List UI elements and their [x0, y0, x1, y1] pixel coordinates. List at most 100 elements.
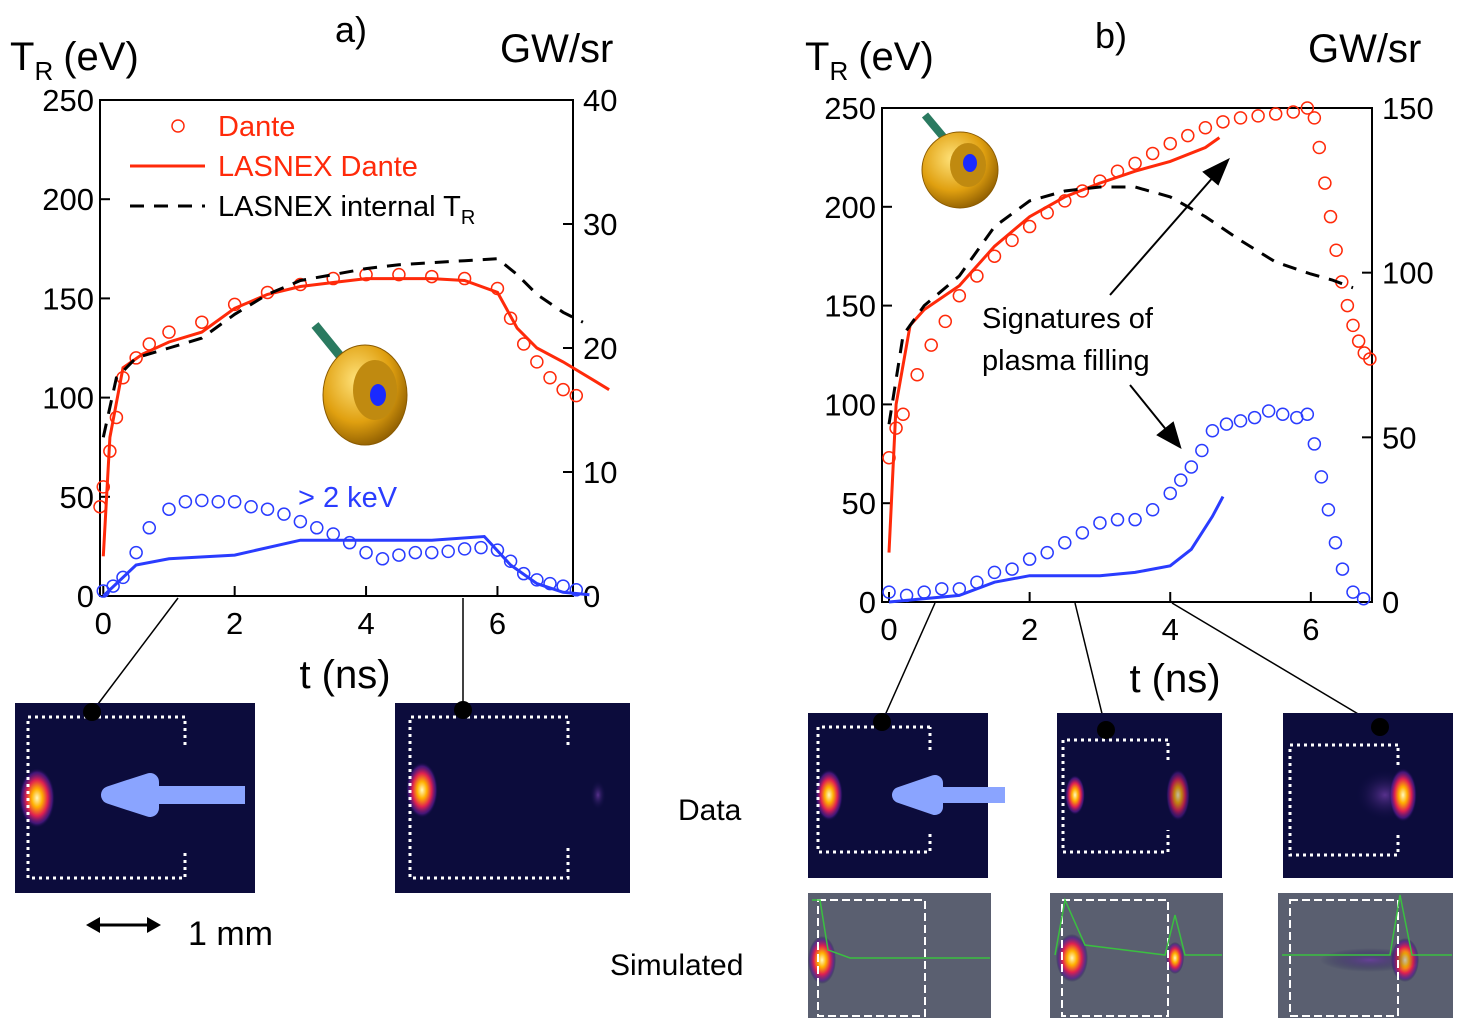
data-point: [490, 543, 505, 557]
data-point: [503, 554, 518, 569]
data-point: [910, 368, 924, 382]
data-point: [326, 271, 340, 286]
data-point: [1145, 146, 1160, 161]
hohlraum-icon: [311, 322, 408, 446]
y2-axis-title: GW/sr: [1308, 27, 1421, 71]
image-a2: [395, 701, 630, 893]
y-axis-title-sub: R: [829, 56, 848, 86]
data-point: [1184, 460, 1199, 474]
data-point: [970, 269, 984, 283]
data-point: [1145, 503, 1160, 517]
data-point: [503, 311, 518, 325]
data-point: [1128, 512, 1142, 527]
data-point: [425, 269, 439, 284]
data-point: [1275, 407, 1290, 422]
y-tick-label: 250: [42, 83, 94, 118]
data-point: [1022, 219, 1037, 234]
chart-title: a): [335, 9, 367, 50]
data-point: [1219, 417, 1234, 431]
scale-label: 1 mm: [188, 915, 273, 953]
data-point: [142, 521, 157, 535]
image-b2: [1057, 713, 1222, 878]
y-tick-label: 250: [824, 91, 876, 126]
data-point: [375, 552, 390, 566]
data-point: [96, 480, 111, 494]
data-point: [408, 545, 423, 560]
data-point: [896, 407, 910, 422]
data-point: [938, 314, 953, 329]
data-point: [1346, 585, 1360, 599]
legend-symbol: [171, 119, 185, 133]
data-point: [116, 570, 130, 585]
data-point: [1321, 503, 1336, 517]
legend-label: Dante: [218, 111, 295, 143]
hohlraum-icon: [921, 112, 999, 209]
data-point: [987, 249, 1002, 263]
data-line: [101, 277, 610, 557]
data-point: [1307, 111, 1322, 125]
data-point: [1307, 437, 1322, 451]
data-point: [1356, 591, 1371, 606]
data-point: [1093, 516, 1107, 530]
data-point: [1205, 423, 1220, 438]
data-point: [987, 565, 1002, 580]
data-point: [1312, 140, 1327, 155]
x-tick-label: 0: [95, 606, 112, 641]
y2-tick-label: 50: [1382, 420, 1416, 455]
data-point: [474, 540, 488, 555]
y-tick-label: 50: [60, 480, 94, 515]
y-tick-label: 150: [824, 289, 876, 324]
x-tick-label: 2: [1021, 612, 1038, 647]
x-tick-label: 4: [1162, 612, 1179, 647]
data-point: [530, 355, 544, 369]
plot-frame: [881, 107, 1373, 603]
data-point: [1351, 334, 1366, 348]
legend-label-main: LASNEX Dante: [218, 151, 418, 183]
data-line: [888, 495, 1225, 604]
data-point: [935, 582, 949, 596]
y-axis-title-rest: (eV): [858, 35, 934, 79]
data-point: [543, 576, 557, 591]
data-point: [1128, 156, 1142, 171]
image-b3: [1283, 713, 1453, 878]
data-point: [556, 382, 570, 397]
connectors: [91, 597, 1381, 731]
data-point: [162, 502, 176, 516]
data-point: [260, 502, 275, 516]
data-point: [195, 493, 209, 508]
data-point: [425, 545, 439, 560]
x-tick-label: 6: [1302, 612, 1319, 647]
legend-label: LASNEX Dante: [218, 151, 418, 183]
data-point: [516, 566, 531, 581]
y-axis-title-sub: R: [34, 56, 53, 86]
data-point: [441, 544, 455, 559]
data-point: [1261, 404, 1276, 418]
data-point: [1216, 115, 1230, 129]
data-point: [457, 542, 472, 556]
data-point: [1181, 128, 1195, 143]
scale-bar: 1 mm: [86, 915, 273, 953]
data-line: [102, 534, 590, 598]
data-point: [1040, 545, 1054, 560]
data-point: [1314, 470, 1329, 484]
data-point: [1075, 526, 1090, 540]
data-point: [1058, 535, 1072, 550]
data-point: [162, 325, 176, 339]
y-tick-label: 100: [42, 381, 94, 416]
y2-tick-label: 30: [583, 207, 617, 242]
data-point: [924, 338, 938, 352]
y2-tick-label: 0: [583, 579, 600, 614]
data-point: [1328, 535, 1343, 550]
data-point: [1247, 410, 1262, 425]
simulated-images: [808, 893, 1453, 1018]
data-point: [569, 388, 584, 403]
data-point: [195, 315, 209, 329]
annotation: Signatures of: [982, 303, 1154, 335]
y2-tick-label: 0: [1382, 585, 1399, 620]
data-point: [1323, 209, 1338, 224]
data-point: [1340, 298, 1355, 313]
y-axis-title: TR (eV): [10, 35, 139, 86]
data-point: [277, 507, 291, 521]
data-point: [293, 514, 308, 529]
